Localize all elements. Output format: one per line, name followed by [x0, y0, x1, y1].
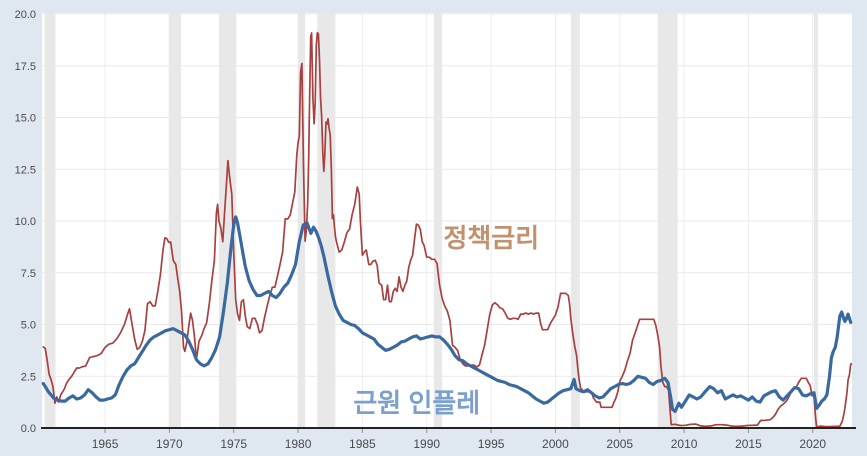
core-inflation-line: [41, 215, 853, 413]
y-tick-label: 20.0: [15, 9, 36, 21]
x-tick-label: 1970: [156, 437, 183, 451]
y-tick-label: 10.0: [15, 216, 36, 228]
y-tick-label: 7.5: [21, 268, 36, 280]
x-tick-label: 2005: [606, 437, 633, 451]
x-tick-label: 1985: [349, 437, 376, 451]
recession-band: [657, 13, 678, 428]
recession-band: [44, 13, 56, 428]
x-tick-label: 1990: [413, 437, 440, 451]
y-tick-label: 15.0: [15, 113, 36, 125]
x-tick-label: 1975: [220, 437, 247, 451]
recession-band: [218, 13, 237, 428]
x-tick-label: 2015: [735, 437, 762, 451]
recession-band: [570, 13, 580, 428]
policy-rate-label: 정책금리: [443, 223, 539, 253]
x-tick-label: 2000: [542, 437, 569, 451]
y-tick-label: 12.5: [15, 164, 36, 176]
policy-rate-line: [42, 31, 853, 428]
recession-band: [814, 13, 818, 428]
recession-band: [298, 13, 306, 428]
x-tick-label: 1995: [478, 437, 505, 451]
core-inflation-label: 근원 인플레: [353, 388, 480, 418]
recession-band: [433, 13, 443, 428]
recession-band: [168, 13, 181, 428]
x-tick-label: 1965: [92, 437, 119, 451]
x-tick-label: 2010: [671, 437, 698, 451]
y-tick-label: 17.5: [15, 61, 36, 73]
x-tick-label: 2020: [799, 437, 826, 451]
y-tick-label: 5.0: [21, 320, 36, 332]
x-tick-label: 1980: [285, 437, 312, 451]
y-tick-label: 0.0: [21, 423, 36, 435]
y-tick-label: 2.5: [21, 371, 36, 383]
